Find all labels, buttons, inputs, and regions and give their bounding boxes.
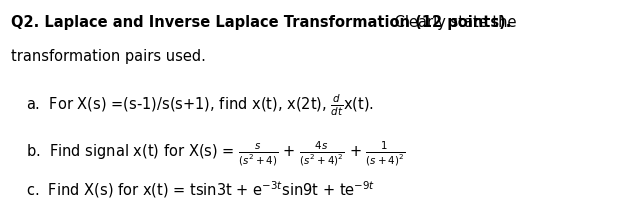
Text: Q2. Laplace and Inverse Laplace Transformation (12 points).: Q2. Laplace and Inverse Laplace Transfor… xyxy=(11,15,511,30)
Text: a.  For X(s) =(s-1)/s(s+1), find x(t), x(2t), $\frac{d}{dt}$x(t).: a. For X(s) =(s-1)/s(s+1), find x(t), x(… xyxy=(26,92,374,117)
Text: b.  Find signal x(t) for X(s) = $\frac{s}{(s^2+4)}$ + $\frac{4s}{(s^2+4)^2}$ + $: b. Find signal x(t) for X(s) = $\frac{s}… xyxy=(26,139,405,167)
Text: Clearly state the: Clearly state the xyxy=(390,15,517,30)
Text: transformation pairs used.: transformation pairs used. xyxy=(11,49,206,63)
Text: c.  Find X(s) for x(t) = tsin3t + e$^{-3t}$sin9t + te$^{-9t}$: c. Find X(s) for x(t) = tsin3t + e$^{-3t… xyxy=(26,178,375,199)
